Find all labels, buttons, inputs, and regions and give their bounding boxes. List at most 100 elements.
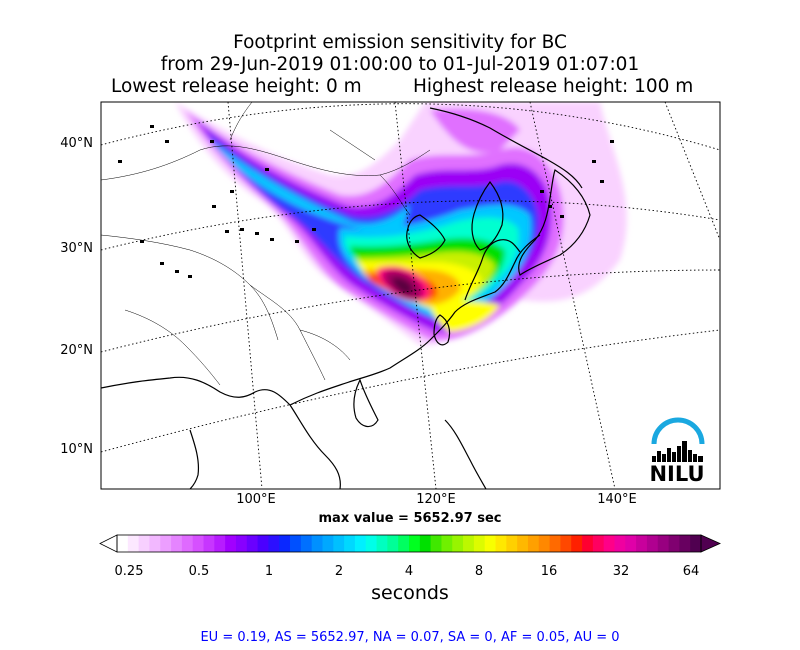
lake-mark-5 <box>160 262 164 265</box>
colorbar-segment <box>549 535 561 552</box>
lake-mark-2 <box>240 228 244 231</box>
colorbar-segment <box>117 535 129 552</box>
border-5 <box>379 174 411 216</box>
coastline-6 <box>429 107 583 189</box>
colorbar-frame <box>116 534 702 553</box>
lake-mark-15 <box>295 240 299 243</box>
border-7 <box>329 129 376 161</box>
lat-label-30: 30°N <box>60 241 93 256</box>
lat-label-40: 40°N <box>60 136 93 151</box>
lake-mark-0 <box>212 205 216 208</box>
coastline-2 <box>464 239 521 301</box>
colorbar-segment <box>517 535 529 552</box>
colorbar-low-extend <box>99 534 118 553</box>
colorbar-segment <box>235 535 248 552</box>
border-2 <box>249 284 326 381</box>
colorbar-segment <box>311 535 323 552</box>
border-4 <box>299 329 351 361</box>
colorbar-segment <box>592 535 605 552</box>
plume-contour-3 <box>430 108 520 153</box>
lake-mark-4 <box>270 238 274 241</box>
colorbar-tick-4: 4 <box>404 564 414 579</box>
map-content <box>101 102 720 489</box>
border-1 <box>101 234 279 341</box>
colorbar-segment <box>279 535 291 552</box>
nilu-logo: NILU <box>649 417 705 486</box>
lat-line-20 <box>101 269 720 353</box>
colorbar-segment <box>560 535 572 552</box>
coastline-1 <box>289 234 541 406</box>
lon-line-100 <box>227 102 263 489</box>
border-0 <box>101 145 431 181</box>
lon-line-120 <box>394 102 437 489</box>
colorbar-segment <box>138 535 150 552</box>
colorbar-segment <box>354 535 367 552</box>
nilu-logo-text: NILU <box>649 462 704 486</box>
colorbar-segment <box>419 535 432 552</box>
colorbar-segment <box>365 535 377 552</box>
lat-line-10 <box>101 329 720 453</box>
highest-release-height: Highest release height: 100 m <box>413 76 694 97</box>
lon-label-100: 100°E <box>236 492 276 507</box>
max-value-label: max value = 5652.97 sec <box>318 511 502 526</box>
lake-mark-21 <box>592 160 596 163</box>
map-frame <box>100 101 721 490</box>
lowest-release-height: Lowest release height: 0 m <box>111 76 362 97</box>
lake-mark-8 <box>140 240 144 243</box>
colorbar-segment <box>257 535 269 552</box>
colorbar-tick-3: 2 <box>334 564 344 579</box>
colorbar-segment <box>582 535 594 552</box>
coastline-5 <box>518 169 591 276</box>
colorbar-segment <box>127 535 140 552</box>
colorbar-tick-7: 32 <box>612 564 630 579</box>
colorbar-segment <box>430 535 442 552</box>
colorbar-segment <box>463 535 475 552</box>
colorbar-tick-0: 0.25 <box>114 564 144 579</box>
lake-mark-9 <box>118 160 122 163</box>
lon-label-140: 140°E <box>597 492 637 507</box>
colorbar-segment <box>398 535 410 552</box>
colorbar-segment <box>322 535 334 552</box>
lake-mark-17 <box>540 190 544 193</box>
lake-mark-6 <box>175 270 179 273</box>
colorbar-segment <box>246 535 258 552</box>
colorbar-segment <box>603 535 615 552</box>
lake-mark-7 <box>188 275 192 278</box>
colorbar-high-extend <box>700 534 721 553</box>
lake-mark-22 <box>610 140 614 143</box>
colorbar-segment <box>290 535 302 552</box>
colorbar-segment <box>300 535 313 552</box>
colorbar-segment <box>625 535 637 552</box>
coastline-0 <box>101 376 341 489</box>
colorbar-segment <box>614 535 626 552</box>
lake-mark-12 <box>210 140 214 143</box>
colorbar-segment <box>506 535 518 552</box>
colorbar-segment <box>668 535 680 552</box>
colorbar-segment <box>527 535 540 552</box>
title-line-2: from 29-Jun-2019 01:00:00 to 01-Jul-2019… <box>160 54 640 75</box>
colorbar-segment <box>679 535 691 552</box>
lake-mark-19 <box>560 215 564 218</box>
colorbar-segment <box>171 535 183 552</box>
colorbar-segment <box>409 535 421 552</box>
coastline-7 <box>433 314 451 346</box>
colorbar-segment <box>484 535 496 552</box>
colorbar-segment <box>192 535 204 552</box>
title-line-1: Footprint emission sensitivity for BC <box>233 32 567 53</box>
lake-mark-1 <box>225 230 229 233</box>
plume-contour-17 <box>392 277 413 295</box>
region-summary: EU = 0.19, AS = 5652.97, NA = 0.07, SA =… <box>200 630 620 645</box>
lake-mark-13 <box>230 190 234 193</box>
colorbar-segment <box>657 535 669 552</box>
border-6 <box>229 102 253 141</box>
colorbar-segment <box>344 535 356 552</box>
colorbar-segment <box>690 535 702 552</box>
coastline-10 <box>189 429 200 489</box>
lake-mark-18 <box>548 205 552 208</box>
colorbar-segment <box>149 535 161 552</box>
colorbar-segment <box>646 535 659 552</box>
lake-mark-3 <box>255 232 259 235</box>
lake-mark-16 <box>312 228 316 231</box>
lon-line-160 <box>664 102 720 241</box>
